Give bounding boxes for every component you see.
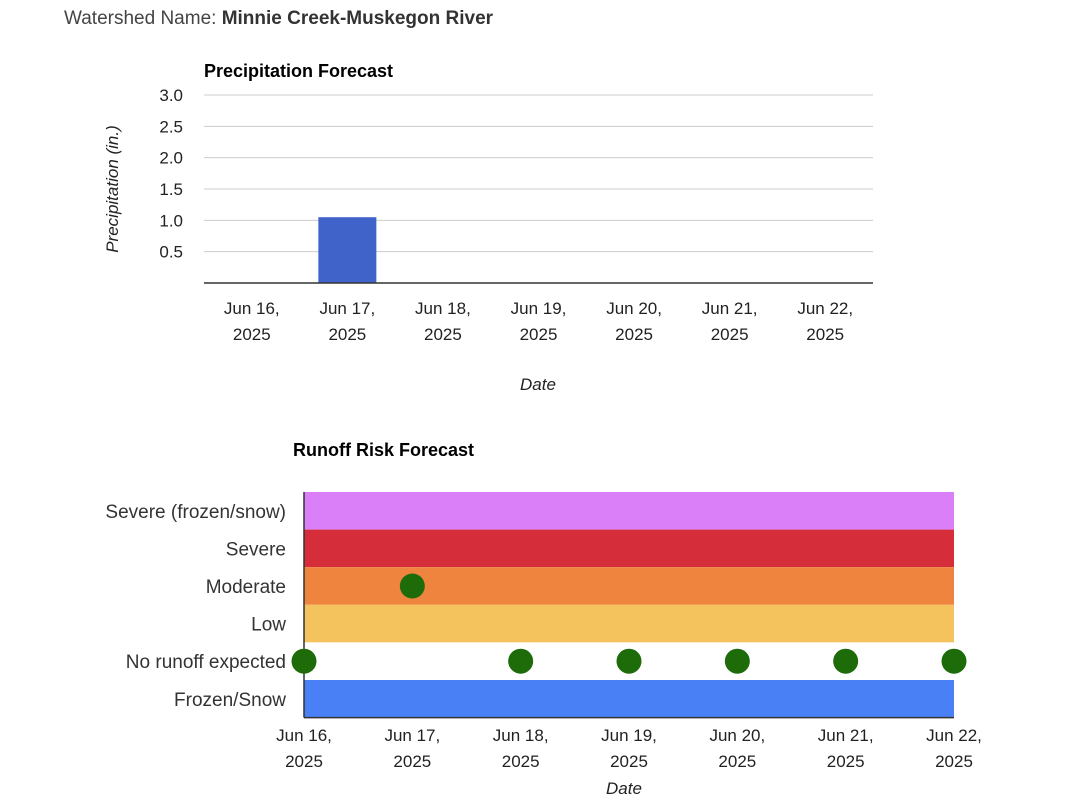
- chart-title: Runoff Risk Forecast: [293, 440, 474, 460]
- risk-level-label: Low: [251, 615, 286, 636]
- x-axis-title: Date: [606, 779, 642, 798]
- risk-point: [941, 648, 967, 674]
- y-axis-title: Precipitation (in.): [103, 125, 122, 253]
- bar: [318, 217, 377, 283]
- risk-level-label: No runoff expected: [126, 652, 286, 673]
- risk-point: [508, 648, 534, 674]
- x-tick-label: Jun 19, 2025: [601, 726, 657, 771]
- risk-point: [616, 648, 642, 674]
- x-tick-label: Jun 21, 2025: [818, 726, 874, 771]
- risk-level-label: Severe (frozen/snow): [105, 502, 286, 523]
- x-tick-label: Jun 17, 2025: [384, 726, 440, 771]
- x-tick-label: Jun 17, 2025: [319, 299, 375, 344]
- risk-level-label: Frozen/Snow: [174, 690, 286, 711]
- x-tick-label: Jun 20, 2025: [709, 726, 765, 771]
- y-tick-label: 3.0: [159, 86, 183, 105]
- risk-band: [304, 680, 954, 718]
- risk-band: [304, 529, 954, 568]
- risk-band: [304, 604, 954, 643]
- precipitation-chart: Precipitation Forecast 3.0 2.5 2.0 1.5 1.0 0.5…: [103, 61, 873, 394]
- x-tick-label: Jun 20, 2025: [606, 299, 662, 344]
- risk-point: [291, 648, 317, 674]
- chart-title: Precipitation Forecast: [204, 61, 393, 81]
- x-tick-label: Jun 16, 2025: [224, 299, 280, 344]
- risk-level-label: Moderate: [206, 577, 286, 598]
- y-tick-label: 2.0: [159, 149, 183, 168]
- x-tick-label: Jun 16, 2025: [276, 726, 332, 771]
- risk-point: [724, 648, 750, 674]
- y-tick-label: 1.5: [159, 180, 183, 199]
- y-tick-label: 0.5: [159, 243, 183, 262]
- risk-point: [399, 573, 425, 599]
- x-tick-label: Jun 19, 2025: [511, 299, 567, 344]
- watershed-name: Minnie Creek-Muskegon River: [221, 8, 494, 29]
- x-axis-title: Date: [520, 375, 556, 394]
- y-tick-label: 1.0: [159, 211, 183, 230]
- x-tick-label: Jun 21, 2025: [702, 299, 758, 344]
- x-tick-label: Jun 18, 2025: [493, 726, 549, 771]
- watershed-heading: Watershed Name: Minnie Creek-Muskegon Ri…: [64, 8, 493, 30]
- risk-level-label: Severe: [226, 539, 286, 560]
- risk-band: [304, 492, 954, 530]
- x-tick-label: Jun 22, 2025: [926, 726, 982, 771]
- watershed-label: Watershed Name:: [64, 8, 217, 29]
- risk-point: [833, 648, 859, 674]
- y-tick-label: 2.5: [159, 117, 183, 136]
- x-tick-label: Jun 18, 2025: [415, 299, 471, 344]
- x-tick-label: Jun 22, 2025: [797, 299, 853, 344]
